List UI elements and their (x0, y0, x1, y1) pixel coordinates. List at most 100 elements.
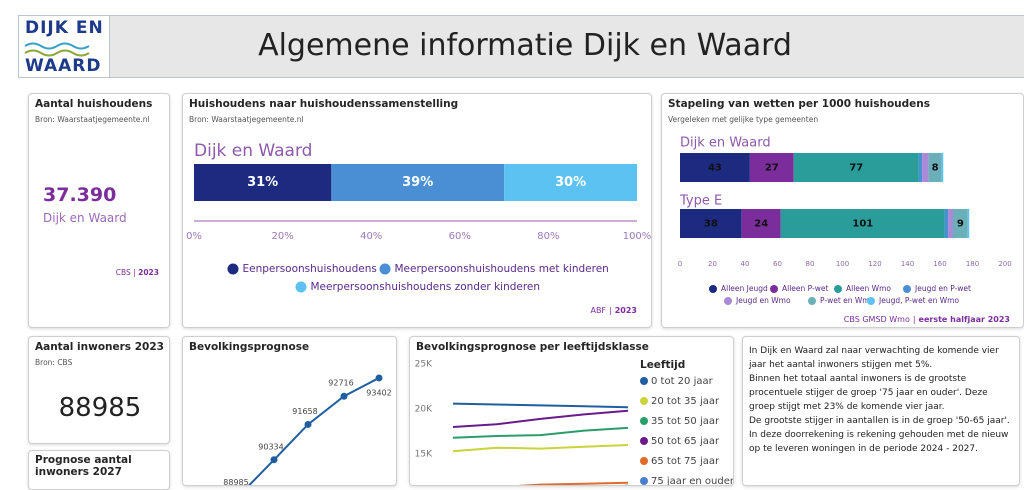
footer-separator: | (609, 306, 612, 315)
bar-segment (944, 209, 949, 238)
legend-label: Alleen Wmo (846, 284, 891, 293)
chart-title: Bevolkingsprognose (189, 341, 309, 353)
chart-title: Stapeling van wetten per 1000 huishouden… (668, 98, 930, 110)
data-label: 91658 (292, 407, 317, 416)
bar-segment (331, 164, 505, 201)
bar-segment (680, 153, 750, 182)
bar-segment (749, 153, 794, 182)
legend-marker (903, 285, 911, 293)
kpi-footer: CBS | 2023 (116, 268, 159, 277)
x-tick-label: 120 (868, 260, 881, 268)
x-tick-label: 20 (708, 260, 717, 268)
chart: Stapeling van wetten per 1000 huishouden… (668, 98, 1012, 324)
kpi-source: Bron: CBS (35, 358, 73, 367)
legend-label: 50 tot 65 jaar (651, 436, 720, 447)
x-tick-label: 200 (998, 260, 1011, 268)
chart-subtitle: Vergeleken met gelijke type gemeenten (668, 115, 818, 124)
legend-title: Leeftijd (640, 359, 685, 371)
bar-segment (918, 153, 923, 182)
bar-segment (194, 164, 332, 201)
bar-segment (967, 209, 970, 238)
chart: Bevolkingsprognose per leeftijdsklasse 15… (415, 341, 734, 486)
legend-marker (709, 285, 717, 293)
chart: Huishoudens naar huishoudenssamenstellin… (186, 98, 651, 315)
chart-card: Huishoudens naar huishoudenssamenstellin… (182, 93, 652, 328)
footer-separator: | (913, 315, 916, 324)
kpi-source: Bron: Waarstaatjegemeente.nl (35, 115, 150, 124)
x-tick-label: 140 (901, 260, 914, 268)
legend-marker (227, 263, 239, 275)
paragraph: Binnen het totaal aantal inwoners is de … (749, 374, 988, 412)
kpi-card: Aantal inwoners 2023 Bron: CBS 88985 (28, 336, 170, 444)
kpi-value: 37.390 (43, 184, 117, 206)
line (623, 484, 628, 485)
legend-marker (724, 297, 732, 305)
line (452, 426, 629, 439)
data-label: 77 (849, 163, 863, 174)
title-bar: Algemene informatie Dijk en Waard (110, 15, 1024, 78)
legend-marker (640, 477, 648, 485)
bar-segment (922, 153, 929, 182)
data-label: 43 (708, 163, 722, 174)
legend-label: P-wet en Wmo (820, 296, 875, 305)
x-tick-label: 60% (449, 231, 471, 242)
data-label: 88985 (223, 478, 248, 486)
chart-card: Stapeling van wetten per 1000 huishouden… (661, 93, 1024, 328)
x-tick-label: 100 (836, 260, 849, 268)
legend-marker (640, 377, 648, 385)
footer: CBS GMSD Wmo | eerste halfjaar 2023 (844, 315, 1010, 324)
x-tick-label: 80% (537, 231, 559, 242)
group-label: Dijk en Waard (194, 141, 312, 161)
bar-segment (948, 209, 953, 238)
data-label: 30% (555, 175, 586, 190)
logo-bottom: WAARD (25, 56, 102, 76)
chart-title: Huishoudens naar huishoudenssamenstellin… (189, 98, 458, 110)
kpi-card: Aantal huishoudens Bron: Waarstaatjegeme… (28, 93, 170, 328)
bar-segment (953, 209, 968, 238)
line (452, 402, 629, 409)
data-label: 38 (704, 219, 718, 230)
y-tick-label: 20K (415, 405, 433, 415)
legend-marker (640, 437, 648, 445)
legend-label: 75 jaar en ouder (651, 476, 734, 486)
paragraph: De grootste stijger in aantallen is in d… (749, 416, 1010, 426)
footer: ABF | 2023 (590, 306, 637, 315)
point (340, 392, 348, 400)
bar-segment (941, 153, 944, 182)
legend-label: Eenpersoonshuishoudens (243, 263, 377, 275)
page: DIJK EN WAARD Algemene informatie Dijk e… (18, 15, 1024, 490)
x-tick-label: 0 (678, 260, 682, 268)
x-tick-label: 80 (806, 260, 815, 268)
wave (24, 49, 90, 57)
data-label: 24 (754, 219, 768, 230)
data-label: 93402 (366, 388, 391, 397)
legend-label: 0 tot 20 jaar (651, 376, 714, 387)
text-card: In Dijk en Waard zal naar verwachting de… (742, 336, 1020, 486)
kpi-label: Dijk en Waard (43, 211, 127, 225)
page-title: Algemene informatie Dijk en Waard (258, 28, 792, 63)
paragraph: In Dijk en Waard zal naar verwachting de… (749, 346, 999, 370)
legend-label: 65 tot 75 jaar (651, 456, 720, 467)
data-label: 8 (932, 163, 939, 174)
data-label: 92716 (328, 379, 353, 388)
kpi-value: 88985 (58, 393, 142, 423)
point (270, 456, 278, 464)
bar-segment (680, 209, 742, 238)
legend-marker (640, 397, 648, 405)
legend-marker (640, 417, 648, 425)
legend-marker (379, 263, 391, 275)
data-label: 27 (765, 163, 779, 174)
footer-period: 2023 (615, 306, 637, 315)
data-label: 31% (247, 175, 278, 190)
y-tick-label: 15K (415, 450, 433, 460)
x-tick-label: 20% (271, 231, 293, 242)
data-label: 90334 (258, 442, 283, 451)
legend-marker (867, 297, 875, 305)
kpi-title: Aantal inwoners 2023 (35, 341, 164, 353)
legend-marker (295, 281, 307, 293)
footer-source: ABF (590, 306, 606, 315)
point (304, 420, 312, 428)
data-label: 9 (957, 219, 964, 230)
bar-segment (928, 153, 942, 182)
legend-marker (808, 297, 816, 305)
